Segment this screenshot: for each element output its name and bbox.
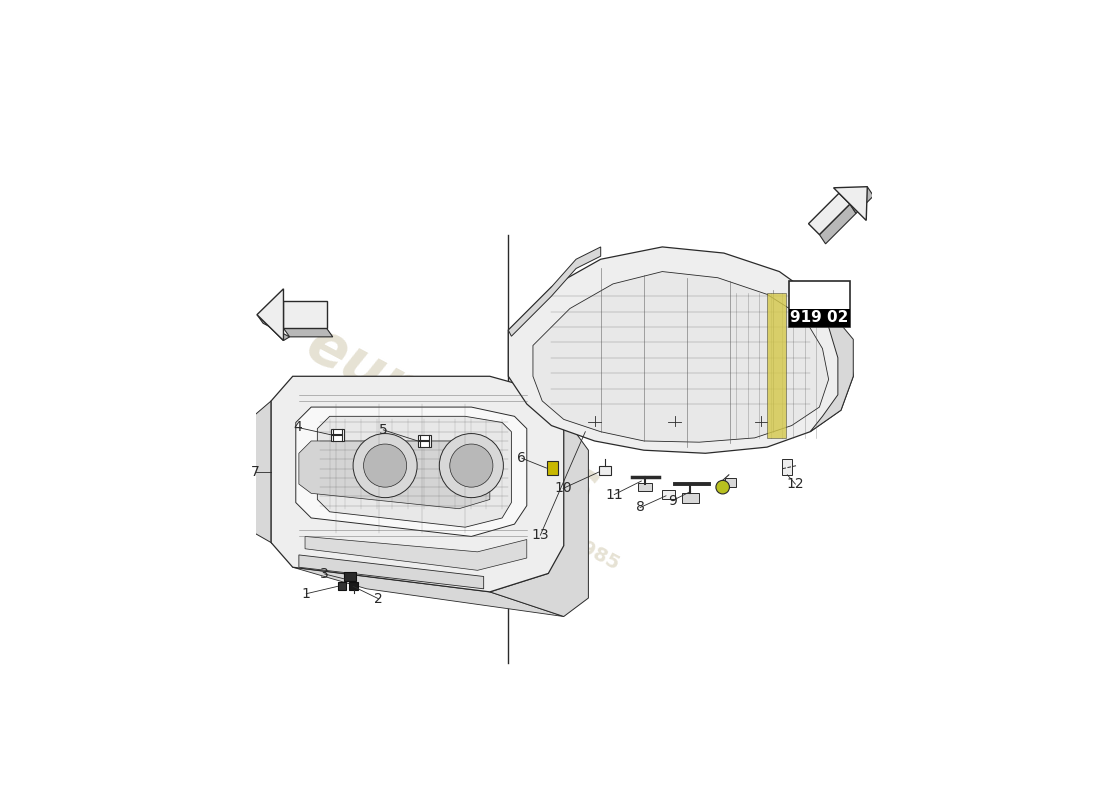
- Bar: [662, 490, 674, 499]
- Text: 5: 5: [378, 423, 387, 437]
- FancyBboxPatch shape: [789, 281, 850, 327]
- Polygon shape: [508, 247, 601, 336]
- Circle shape: [450, 444, 493, 487]
- Circle shape: [363, 444, 407, 487]
- Bar: [547, 462, 558, 475]
- Text: 1: 1: [301, 586, 310, 601]
- Polygon shape: [305, 537, 527, 570]
- Circle shape: [439, 434, 504, 498]
- Bar: [682, 493, 700, 502]
- Polygon shape: [284, 301, 327, 328]
- Polygon shape: [820, 204, 856, 244]
- Circle shape: [353, 434, 417, 498]
- Bar: [600, 466, 610, 475]
- Text: 9: 9: [668, 494, 676, 508]
- Polygon shape: [850, 186, 873, 214]
- Polygon shape: [271, 401, 296, 542]
- Text: 13: 13: [531, 528, 549, 542]
- Bar: [725, 478, 736, 487]
- Text: 8: 8: [636, 501, 645, 514]
- Polygon shape: [271, 376, 563, 592]
- Polygon shape: [257, 314, 289, 341]
- Text: 2: 2: [374, 592, 383, 606]
- Text: 11: 11: [605, 487, 623, 502]
- Circle shape: [716, 480, 729, 494]
- Polygon shape: [317, 416, 512, 527]
- Polygon shape: [284, 328, 332, 337]
- Polygon shape: [296, 407, 527, 537]
- Polygon shape: [293, 567, 563, 617]
- Polygon shape: [257, 289, 284, 341]
- Bar: [782, 459, 792, 475]
- Text: 12: 12: [786, 477, 804, 491]
- Polygon shape: [490, 416, 588, 617]
- Text: 10: 10: [554, 482, 572, 495]
- Bar: [350, 582, 358, 590]
- Text: a passion for parts since 1985: a passion for parts since 1985: [320, 401, 623, 574]
- Bar: [789, 309, 850, 327]
- Polygon shape: [508, 247, 854, 454]
- Polygon shape: [250, 401, 271, 542]
- Text: europarts: europarts: [297, 315, 608, 517]
- Bar: [418, 435, 431, 447]
- Text: 919 02: 919 02: [790, 310, 848, 326]
- Text: 4: 4: [294, 421, 302, 434]
- Bar: [338, 582, 346, 590]
- Polygon shape: [299, 441, 490, 509]
- Polygon shape: [532, 271, 828, 442]
- Bar: [638, 483, 652, 491]
- Polygon shape: [808, 194, 850, 234]
- Polygon shape: [299, 555, 484, 589]
- Bar: [344, 571, 355, 581]
- Text: 6: 6: [517, 451, 526, 466]
- Polygon shape: [767, 293, 785, 438]
- Text: 7: 7: [252, 465, 260, 478]
- Bar: [331, 429, 344, 441]
- Text: 3: 3: [320, 567, 329, 581]
- Polygon shape: [810, 302, 854, 432]
- Polygon shape: [834, 186, 867, 221]
